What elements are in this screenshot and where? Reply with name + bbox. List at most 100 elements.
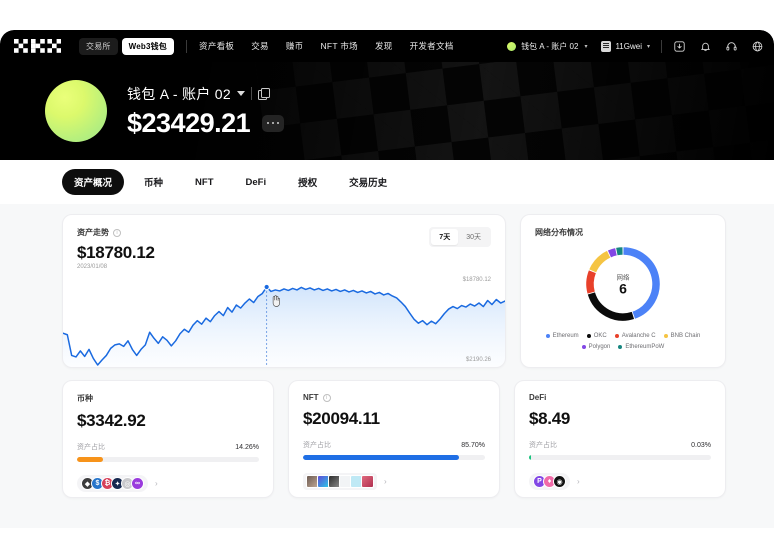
chevron-down-icon[interactable] (236, 91, 245, 96)
donut-slice-okc (587, 292, 635, 321)
tab-transaction-history[interactable]: 交易历史 (349, 178, 388, 189)
nav-link-developer-docs[interactable]: 开发者文档 (409, 41, 454, 51)
nav-divider (661, 39, 662, 53)
cursor-pointer-icon (270, 295, 281, 307)
range-7d[interactable]: 7天 (431, 229, 459, 245)
legend-swatch (586, 334, 591, 338)
avatar[interactable] (45, 80, 107, 142)
nav-link-earn[interactable]: 赚币 (285, 41, 304, 51)
asset-trend-amount: $18780.12 (77, 243, 155, 262)
network-card-title: 网络分布情况 (535, 228, 583, 237)
chevron-right-icon[interactable]: › (155, 479, 158, 488)
nft-card-title-row: NFT i (303, 393, 485, 402)
chevron-down-icon: ▾ (646, 43, 650, 50)
tokens-summary-card[interactable]: 币种 $3342.92 资产占比 14.26% ◆ $ ₿ ✦ ◎ (62, 380, 274, 498)
legend-label: OKC (593, 333, 607, 339)
legend-swatch (618, 345, 623, 349)
nav-link-nft-market[interactable]: NFT 市场 (320, 41, 358, 51)
gas-price-selector[interactable]: 11Gwei ▾ (601, 40, 650, 52)
download-icon[interactable] (673, 40, 686, 53)
donut-center-text: 网络 (616, 274, 630, 282)
account-selector[interactable]: 钱包 A - 账户 02 ▾ (507, 41, 587, 52)
okx-logo[interactable] (14, 39, 61, 53)
asset-trend-title: 资产走势 (77, 228, 109, 237)
legend-swatch (581, 345, 586, 349)
tokens-icon-strip[interactable]: ◆ $ ₿ ✦ ◎ ∞ › (77, 475, 259, 492)
tab-overview[interactable]: 资产概况 (62, 169, 125, 195)
defi-ratio-label: 资产占比 (529, 442, 557, 449)
nav-link-discover[interactable]: 发现 (374, 41, 393, 51)
donut-slice-ethereumpow (616, 247, 623, 256)
nav-right-cluster: 钱包 A - 账户 02 ▾ 11Gwei ▾ (507, 39, 764, 53)
gas-icon (601, 40, 612, 52)
summary-cards-row: 币种 $3342.92 资产占比 14.26% ◆ $ ₿ ✦ ◎ (62, 380, 726, 498)
product-switcher[interactable]: 交易所 Web3钱包 (79, 37, 175, 55)
legend-item-polygon: Polygon (581, 344, 610, 350)
defi-icon-strip[interactable]: P ♦ ◉ › (529, 473, 711, 490)
tab-tokens[interactable]: 币种 (144, 178, 164, 189)
info-icon[interactable]: i (322, 393, 331, 402)
asset-trend-title-row: 资产走势 i (77, 227, 155, 238)
nft-summary-card[interactable]: NFT i $20094.11 资产占比 85.70% (288, 380, 500, 498)
tokens-amount: $3342.92 (77, 411, 146, 430)
trend-line-svg (63, 283, 505, 367)
token-avatar-stack: ◆ $ ₿ ✦ ◎ ∞ (77, 475, 148, 492)
asset-trend-card: 资产走势 i $18780.12 2023/01/08 7天 30天 (62, 214, 506, 368)
account-name: 钱包 A - 账户 02 (127, 85, 231, 102)
bell-icon[interactable] (699, 40, 712, 53)
nft-icon-strip[interactable]: › (303, 473, 485, 490)
nav-icon-group (673, 40, 764, 53)
legend-swatch (545, 334, 550, 338)
tokens-progress-fill (77, 457, 103, 462)
network-donut-chart: 网络 6 (535, 242, 711, 326)
legend-swatch (614, 334, 619, 338)
more-options-button[interactable] (262, 114, 285, 132)
legend-swatch (663, 334, 668, 338)
top-navigation-bar: 交易所 Web3钱包 资产看板 交易 赚币 NFT 市场 发现 开发者文档 钱包… (0, 30, 774, 62)
defi-amount: $8.49 (529, 409, 571, 428)
account-status-dot (507, 41, 517, 51)
legend-item-bnb-chain: BNB Chain (663, 333, 700, 339)
tab-defi[interactable]: DeFi (245, 176, 267, 188)
total-balance: $23429.21 (127, 107, 251, 138)
tokens-ratio-label: 资产占比 (77, 444, 105, 451)
token-icon-usdc: $ (91, 477, 104, 490)
info-icon[interactable]: i (113, 228, 121, 237)
token-icon-purple: ∞ (131, 477, 144, 490)
nav-link-assets-board[interactable]: 资产看板 (199, 41, 235, 51)
copy-icon[interactable] (257, 88, 270, 100)
asset-trend-chart[interactable]: $18780.12 $2190.26 (63, 277, 505, 367)
range-30d[interactable]: 30天 (466, 234, 481, 241)
nav-link-trade[interactable]: 交易 (251, 41, 269, 51)
globe-icon[interactable] (751, 40, 764, 53)
account-banner: 钱包 A - 账户 02 $23429.21 (0, 62, 774, 160)
y-axis-label-top: $18780.12 (462, 277, 491, 283)
main-content: 资产走势 i $18780.12 2023/01/08 7天 30天 (0, 204, 774, 498)
chevron-right-icon[interactable]: › (577, 477, 580, 486)
donut-slice-polygon (607, 248, 617, 258)
donut-slice-bnb-chain (589, 250, 611, 273)
tab-nft[interactable]: NFT (195, 176, 214, 188)
account-selector-label: 钱包 A - 账户 02 (521, 41, 579, 51)
legend-item-ethereum: Ethereum (545, 333, 579, 339)
switch-web3-wallet[interactable]: Web3钱包 (121, 37, 175, 55)
y-axis-label-bottom: $2190.26 (465, 357, 491, 363)
defi-progress-fill (529, 455, 531, 460)
nft-thumb-6 (361, 475, 374, 488)
defi-summary-card[interactable]: DeFi $8.49 资产占比 0.03% P ♦ ◉ › (514, 380, 726, 498)
defi-protocol-stack: P ♦ ◉ (529, 473, 570, 490)
headset-icon[interactable] (725, 40, 738, 53)
tab-approvals[interactable]: 授权 (298, 178, 318, 189)
banner-gradient-overlay (0, 62, 774, 160)
tokens-card-title: 币种 (77, 394, 93, 403)
account-name-row[interactable]: 钱包 A - 账户 02 (127, 84, 284, 104)
chevron-right-icon[interactable]: › (384, 477, 387, 486)
tokens-ratio-value: 14.26% (235, 443, 259, 451)
defi-card-title-row: DeFi (529, 393, 711, 402)
nft-card-title: NFT (303, 393, 319, 402)
nft-ratio-label: 资产占比 (303, 442, 331, 449)
defi-ratio-value: 0.03% (691, 441, 711, 449)
divider (250, 87, 252, 100)
range-toggle[interactable]: 7天 30天 (429, 227, 491, 247)
switch-exchange[interactable]: 交易所 (79, 37, 118, 55)
